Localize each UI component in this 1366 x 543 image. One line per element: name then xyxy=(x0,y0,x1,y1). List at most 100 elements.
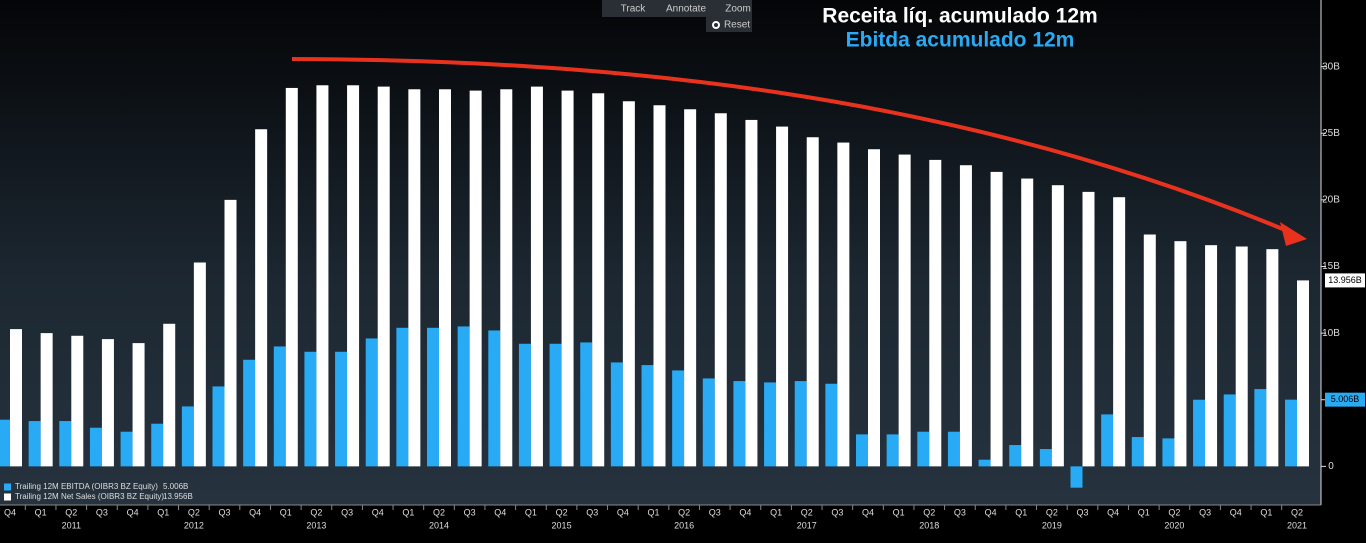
x-tick-label: Q1 xyxy=(280,507,292,517)
year-label: 2018 xyxy=(919,520,939,530)
bar xyxy=(856,434,868,467)
year-label: 2014 xyxy=(429,520,449,530)
bar xyxy=(224,199,237,467)
x-tick-label: Q2 xyxy=(678,507,690,517)
bar xyxy=(120,431,133,467)
bar xyxy=(794,381,807,467)
bar xyxy=(316,85,329,467)
x-tick-label: Q1 xyxy=(525,507,537,517)
bar xyxy=(273,346,286,467)
year-label: 2019 xyxy=(1042,520,1062,530)
bar xyxy=(917,431,930,467)
x-tick-label: Q2 xyxy=(1291,507,1303,517)
bar xyxy=(377,86,390,467)
x-tick-label: Q3 xyxy=(96,507,108,517)
x-tick-label: Q2 xyxy=(188,507,200,517)
x-tick-label: Q1 xyxy=(1138,507,1150,517)
last-value-bg xyxy=(1325,273,1365,288)
bar xyxy=(193,262,206,467)
x-tick-label: Q2 xyxy=(801,507,813,517)
bar xyxy=(335,351,348,467)
chart-subtitle: Ebitda acumulado 12m xyxy=(846,29,1075,52)
bar xyxy=(1254,389,1267,467)
x-tick-label: Q4 xyxy=(739,507,751,517)
toolbar: Track Annotate Zoom Reset xyxy=(602,0,752,32)
bar xyxy=(427,327,439,467)
x-tick-label: Q3 xyxy=(831,507,843,517)
x-tick-label: Q2 xyxy=(556,507,568,517)
x-tick-label: Q4 xyxy=(617,507,629,517)
bar xyxy=(469,90,482,467)
x-tick-label: Q3 xyxy=(1199,507,1211,517)
bar xyxy=(1101,414,1114,467)
bar xyxy=(978,459,991,467)
y-tick-label: 20B xyxy=(1322,195,1340,206)
bar xyxy=(947,431,960,467)
arrow-head xyxy=(1280,222,1307,246)
x-tick-label: Q3 xyxy=(341,507,353,517)
x-tick-label: Q4 xyxy=(985,507,997,517)
x-tick-label: Q2 xyxy=(1046,507,1058,517)
bar xyxy=(151,423,164,467)
x-tick-label: Q4 xyxy=(127,507,139,517)
year-label: 2021 xyxy=(1287,520,1307,530)
bar xyxy=(886,434,899,467)
x-tick-label: Q2 xyxy=(1168,507,1180,517)
last-value-label: 5.006B xyxy=(1331,394,1360,404)
bar xyxy=(714,113,727,467)
reset-button[interactable]: Reset xyxy=(724,20,750,31)
bar xyxy=(500,89,513,467)
x-tick-label: Q3 xyxy=(464,507,476,517)
bar xyxy=(1285,399,1297,467)
last-value-label: 13.956B xyxy=(1328,275,1362,285)
x-tick-label: Q1 xyxy=(893,507,905,517)
bar xyxy=(396,327,409,467)
last-value-bg xyxy=(1325,392,1365,407)
legend-swatch xyxy=(4,483,11,491)
x-tick-label: Q2 xyxy=(65,507,77,517)
x-tick-label: Q1 xyxy=(157,507,169,517)
year-label: 2015 xyxy=(552,520,572,530)
bar xyxy=(132,343,145,467)
zoom-button[interactable]: Zoom xyxy=(725,4,751,15)
bar xyxy=(1266,249,1279,467)
x-tick-label: Q1 xyxy=(402,507,414,517)
bar xyxy=(898,154,911,467)
bar xyxy=(1070,466,1083,488)
x-tick-label: Q3 xyxy=(1076,507,1088,517)
x-tick-label: Q1 xyxy=(35,507,47,517)
x-tick-label: Q4 xyxy=(494,507,506,517)
bar xyxy=(825,383,838,467)
bar xyxy=(1113,197,1126,467)
bar xyxy=(285,87,298,467)
legend-value: 13.956B xyxy=(163,492,193,501)
bar xyxy=(653,105,666,467)
bar xyxy=(733,381,746,467)
bar xyxy=(243,359,256,467)
x-tick-label: Q2 xyxy=(923,507,935,517)
year-label: 2020 xyxy=(1164,520,1184,530)
annotate-button[interactable]: Annotate xyxy=(666,4,706,15)
bar xyxy=(181,406,194,467)
track-button[interactable]: Track xyxy=(621,4,647,15)
bar xyxy=(1162,438,1175,467)
y-tick-label: 10B xyxy=(1322,328,1340,339)
bar xyxy=(89,427,102,467)
chart-title: Receita líq. acumulado 12m xyxy=(822,5,1097,28)
bar xyxy=(1021,178,1034,467)
plot xyxy=(0,85,1309,488)
bar xyxy=(702,378,715,467)
x-tick-label: Q3 xyxy=(586,507,598,517)
x-tick-label: Q1 xyxy=(647,507,659,517)
bar xyxy=(990,171,1003,467)
trend-arrow xyxy=(291,57,1291,234)
bar xyxy=(622,101,635,467)
x-tick-label: Q4 xyxy=(249,507,261,517)
x-tick-label: Q4 xyxy=(1107,507,1119,517)
bar xyxy=(868,149,880,467)
bar xyxy=(101,339,114,467)
x-tick-label: Q4 xyxy=(1230,507,1242,517)
bar xyxy=(929,159,942,467)
bar xyxy=(439,89,451,467)
